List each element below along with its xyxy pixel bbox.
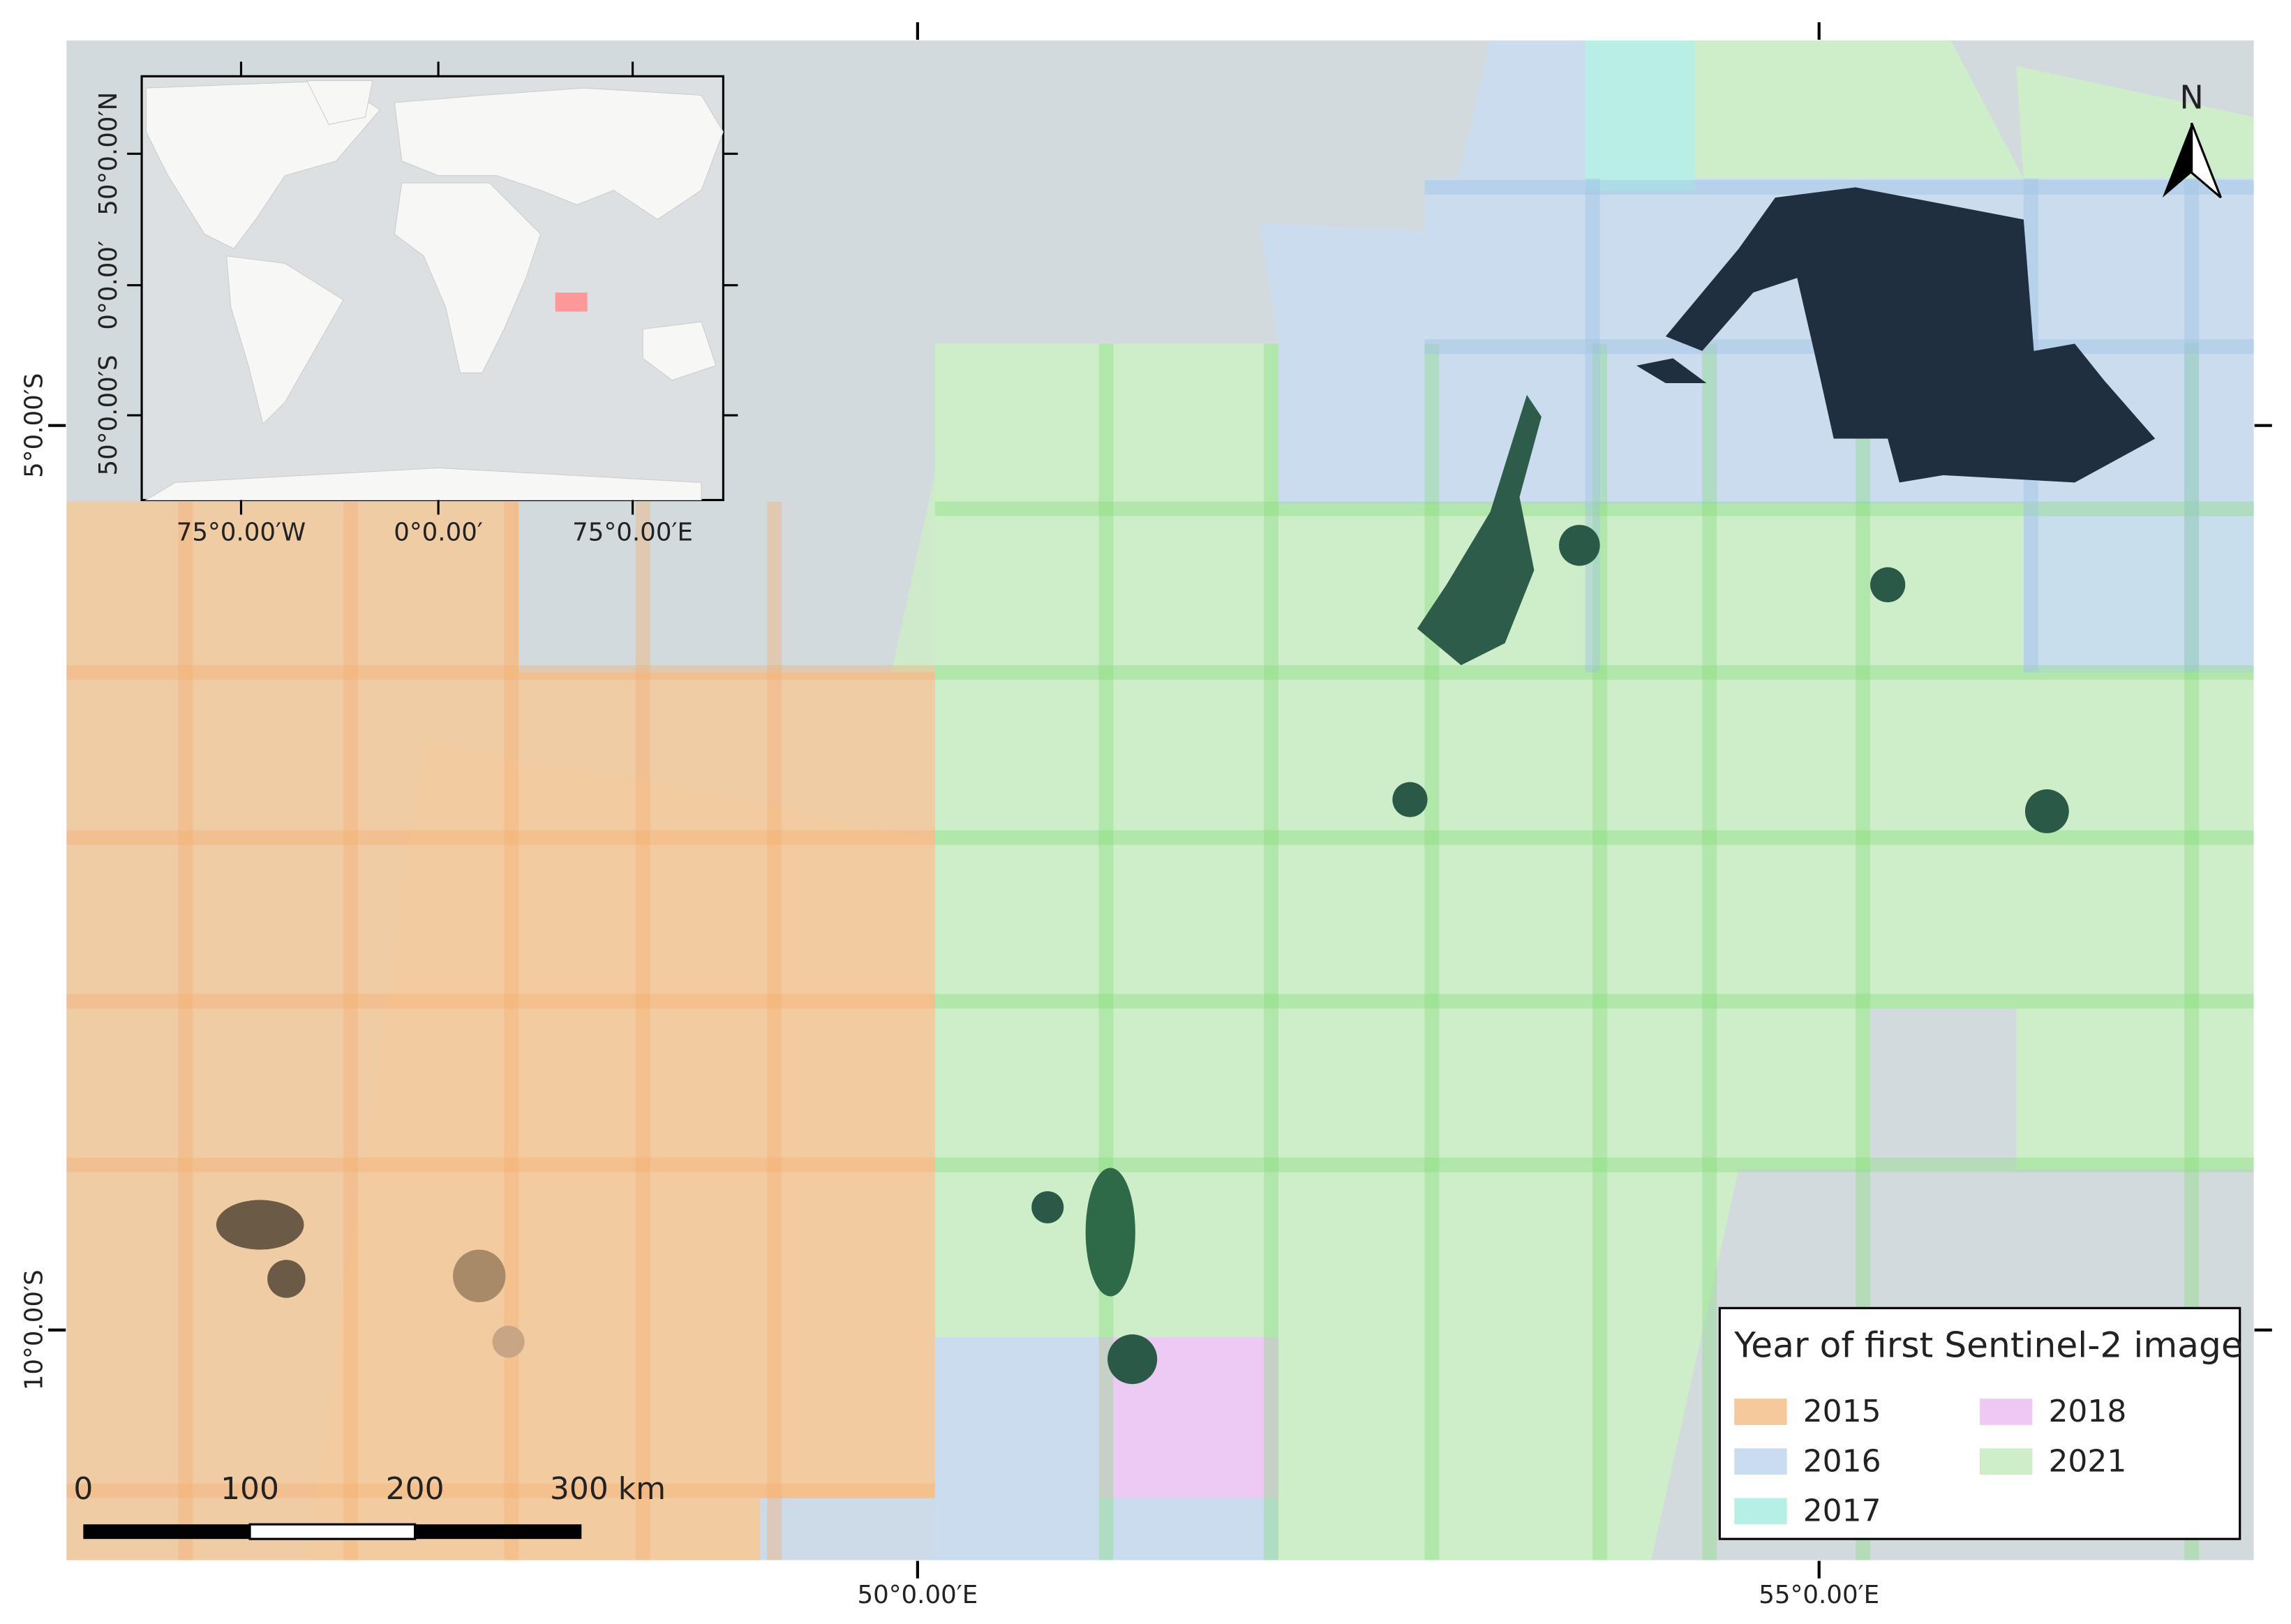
north-label: N: [2179, 78, 2203, 116]
legend-swatch: [1980, 1399, 2033, 1425]
island: [1107, 1334, 1158, 1385]
map-frame: [65, 38, 2255, 1562]
inset-land: [144, 467, 702, 501]
scale-label: 100: [221, 1471, 279, 1507]
inset-label: 75°0.00′W: [177, 519, 306, 547]
coverage-tile: [1458, 39, 1585, 179]
inset-land: [394, 87, 724, 221]
scale-segment: [415, 1524, 582, 1540]
legend-label: 2016: [1803, 1443, 1881, 1479]
legend-swatch: [1734, 1399, 1787, 1425]
island: [492, 1325, 525, 1358]
legend-title: Year of first Sentinel-2 image: [1733, 1324, 2243, 1365]
inset-label: 50°0.00′S: [94, 355, 123, 476]
north-arrow: [2191, 122, 2222, 199]
island: [453, 1249, 506, 1302]
inset-land: [394, 182, 542, 373]
inset-land: [225, 255, 344, 425]
island: [1085, 1168, 1135, 1297]
coverage-tile: [306, 743, 935, 1561]
inset-label: 0°0.00′: [94, 241, 123, 330]
island-layer: [216, 187, 2156, 1385]
legend-label: 2017: [1803, 1493, 1881, 1528]
island: [1559, 525, 1600, 566]
north-arrow: [2162, 123, 2192, 198]
inset-label: 0°0.00′: [394, 519, 483, 547]
scale-label: 200: [386, 1471, 445, 1507]
legend-swatch: [1980, 1448, 2033, 1475]
scale-segment: [248, 1523, 417, 1540]
coverage-tile: [935, 343, 2255, 1561]
scale-label: 300 km: [550, 1471, 666, 1507]
axis-label: 50°0.00′E: [857, 1581, 978, 1609]
island: [1636, 358, 1707, 383]
coverage-tile: [1585, 39, 1695, 191]
study-area: [555, 292, 588, 312]
coverage-tile: [1694, 39, 2024, 179]
axis-label: 5°0.00′S: [20, 373, 48, 478]
island: [1870, 567, 1906, 603]
legend-swatch: [1734, 1448, 1787, 1475]
scale-segment: [83, 1524, 251, 1540]
inset-label: 75°0.00′E: [572, 519, 693, 547]
inset-label: 50°0.00′N: [94, 92, 123, 216]
legend-label: 2018: [2048, 1394, 2126, 1429]
island: [267, 1260, 306, 1298]
island: [1417, 394, 1542, 666]
inset-land: [642, 321, 717, 381]
island: [1392, 782, 1428, 817]
axis-label: 10°0.00′S: [20, 1269, 48, 1390]
axis-label: 55°0.00′E: [1759, 1581, 1879, 1609]
island: [1665, 187, 2156, 483]
island: [1031, 1191, 1064, 1223]
legend-label: 2015: [1803, 1394, 1881, 1429]
legend-swatch: [1734, 1498, 1787, 1525]
inset-land: [306, 80, 373, 125]
scale-label: 0: [73, 1471, 93, 1507]
island: [2024, 789, 2069, 833]
coverage-tile: [891, 339, 964, 673]
overlay-layer: 50°0.00′E 55°0.00′E 5°0.00′S 10°0.00′S 75°0.…: [20, 22, 2272, 1609]
island: [216, 1200, 304, 1250]
legend-label: 2021: [2048, 1443, 2126, 1479]
